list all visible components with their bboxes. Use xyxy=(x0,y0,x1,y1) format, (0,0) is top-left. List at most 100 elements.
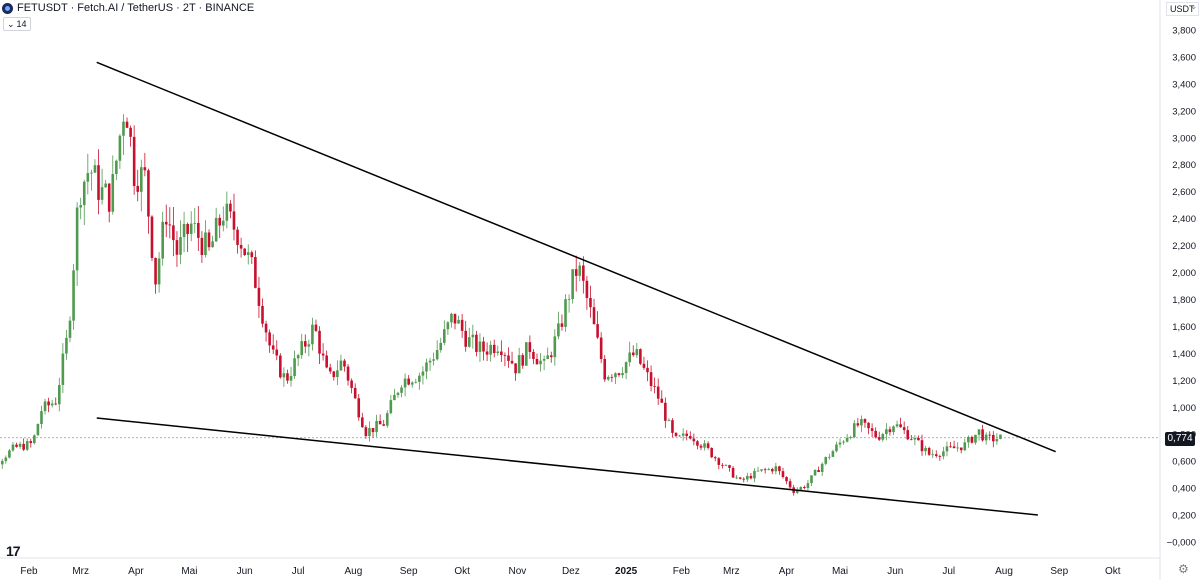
candle-up xyxy=(860,419,863,426)
candle-up xyxy=(414,381,418,383)
candle-down xyxy=(318,330,321,354)
candle-up xyxy=(746,475,749,480)
candle-down xyxy=(168,224,172,226)
candle-down xyxy=(453,313,457,324)
candle-up xyxy=(995,439,999,442)
symbol-title[interactable]: FETUSDT · Fetch.AI / TetherUS · 2T · BIN… xyxy=(17,2,255,14)
candle-up xyxy=(193,222,197,224)
candle-up xyxy=(36,424,40,436)
candle-up xyxy=(439,342,443,351)
candle-up xyxy=(93,165,97,173)
candle-down xyxy=(364,427,368,437)
candle-down xyxy=(731,467,735,478)
candle-down xyxy=(143,167,147,171)
candle-down xyxy=(742,478,746,480)
candle-up xyxy=(432,359,435,361)
candle-up xyxy=(139,167,143,192)
candle-down xyxy=(763,469,767,471)
trendline-lower[interactable] xyxy=(96,417,1038,516)
y-tick-label: 1,400 xyxy=(1172,349,1196,360)
candle-down xyxy=(485,351,489,355)
candle-down xyxy=(460,319,464,331)
candle-down xyxy=(692,438,696,442)
y-tick-label: 3,400 xyxy=(1172,79,1196,90)
candle-down xyxy=(279,355,282,378)
candle-up xyxy=(753,470,756,479)
candle-up xyxy=(393,394,396,401)
candle-down xyxy=(150,216,154,258)
x-tick-label: Mrz xyxy=(723,566,740,577)
candle-down xyxy=(286,373,289,381)
candle-down xyxy=(785,477,788,482)
candle-down xyxy=(660,398,664,403)
candle-up xyxy=(122,121,125,136)
candle-up xyxy=(678,435,681,437)
indicator-toggle[interactable]: ⌄ 14 xyxy=(3,17,31,31)
x-tick-label: Dez xyxy=(562,566,580,577)
candle-down xyxy=(910,439,913,441)
candle-down xyxy=(239,244,243,249)
candle-up xyxy=(813,470,817,476)
candle-up xyxy=(25,441,29,450)
candle-down xyxy=(592,307,596,325)
candle-down xyxy=(959,447,963,451)
candle-down xyxy=(147,170,150,217)
chevron-down-icon[interactable]: ⌄ xyxy=(1190,1,1198,11)
candle-down xyxy=(649,372,653,386)
candle-down xyxy=(136,185,140,192)
candle-down xyxy=(343,360,346,367)
y-tick-label: 3,600 xyxy=(1172,52,1196,63)
candle-down xyxy=(382,424,386,426)
candle-down xyxy=(357,398,361,418)
chevron-down-icon: ⌄ xyxy=(7,18,15,29)
candle-down xyxy=(207,232,211,248)
tradingview-logo-icon[interactable]: 17 xyxy=(6,543,21,559)
candle-down xyxy=(688,436,692,439)
candle-down xyxy=(582,265,585,281)
candle-down xyxy=(992,434,995,442)
candle-down xyxy=(125,121,129,128)
x-tick-label: Sep xyxy=(400,566,418,577)
candle-up xyxy=(999,434,1002,440)
candle-down xyxy=(856,423,860,426)
candle-up xyxy=(635,349,639,356)
candle-up xyxy=(924,447,927,452)
candle-down xyxy=(706,443,710,448)
candle-up xyxy=(845,437,849,442)
candle-down xyxy=(175,240,179,255)
candle-down xyxy=(728,465,731,468)
candle-up xyxy=(810,475,813,484)
candle-up xyxy=(111,174,115,212)
candle-up xyxy=(443,329,446,343)
candle-down xyxy=(642,363,646,368)
candle-down xyxy=(671,420,674,433)
candle-down xyxy=(275,349,279,356)
trendline-upper[interactable] xyxy=(96,61,1056,453)
candle-up xyxy=(557,323,560,337)
candle-down xyxy=(232,211,236,230)
candle-down xyxy=(229,203,232,212)
x-tick-label: Aug xyxy=(345,566,363,577)
candle-down xyxy=(696,441,699,446)
candle-up xyxy=(43,401,47,412)
candle-down xyxy=(749,475,753,479)
y-tick-label: 2,000 xyxy=(1172,268,1196,279)
candle-down xyxy=(877,437,881,440)
candle-down xyxy=(236,229,239,245)
candle-up xyxy=(104,183,107,188)
candle-up xyxy=(293,358,296,377)
candle-up xyxy=(300,341,304,356)
x-tick-label: Sep xyxy=(1050,566,1068,577)
currency-selector[interactable]: USDT xyxy=(1166,2,1199,16)
candle-up xyxy=(68,320,72,338)
candle-down xyxy=(54,403,58,405)
candle-down xyxy=(261,305,264,324)
candle-down xyxy=(656,386,660,399)
candle-up xyxy=(79,205,82,208)
candle-up xyxy=(389,400,393,414)
candle-down xyxy=(475,334,478,352)
candle-down xyxy=(934,454,938,457)
candle-down xyxy=(981,429,984,441)
settings-icon[interactable]: ⚙ xyxy=(1178,562,1189,576)
